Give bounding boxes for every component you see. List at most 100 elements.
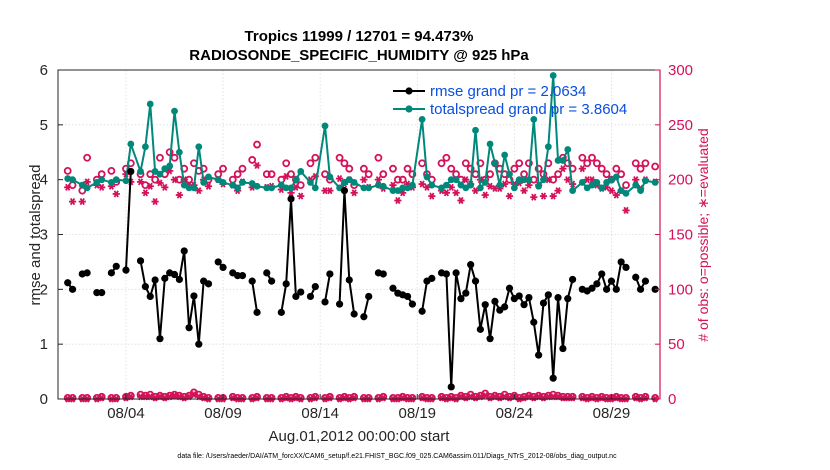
possible-point xyxy=(583,159,592,168)
x-tick-label: 08/04 xyxy=(107,405,145,422)
possible-point xyxy=(437,159,446,168)
y-right-tick-label: 100 xyxy=(668,281,693,298)
spread-point xyxy=(530,115,538,123)
possible-low-point xyxy=(617,394,626,402)
spread-point xyxy=(195,143,203,151)
evaluated-point xyxy=(350,189,358,197)
y-left-tick-label: 4 xyxy=(40,172,48,189)
spread-point xyxy=(598,184,606,192)
possible-point xyxy=(364,170,373,179)
data-file-footnote: data file: /Users/raeder/DAI/ATM_forcXX/… xyxy=(177,453,617,460)
rmse-point xyxy=(554,293,562,302)
evaluated-point xyxy=(462,176,470,184)
spread-point xyxy=(282,184,290,192)
rmse-point xyxy=(238,272,247,280)
possible-point xyxy=(442,153,451,162)
possible-low-point xyxy=(423,394,431,402)
possible-point xyxy=(447,164,456,173)
spread-point xyxy=(326,173,334,181)
evaluated-point xyxy=(360,176,368,184)
spread-point xyxy=(622,189,630,197)
rmse-line xyxy=(124,171,132,271)
rmse-point xyxy=(452,269,460,277)
rmse-point xyxy=(112,262,120,270)
spread-point xyxy=(112,176,120,184)
y-right-tick-label: 300 xyxy=(668,62,693,79)
y-axis-label-left: rmse and totalspread xyxy=(27,165,44,306)
rmse-point xyxy=(602,285,611,293)
possible-point xyxy=(398,175,407,184)
y-right-tick-label: 250 xyxy=(668,117,693,134)
rmse-point xyxy=(180,247,188,255)
evaluated-point xyxy=(195,187,203,195)
possible-low-point xyxy=(267,394,276,402)
possible-point xyxy=(578,153,587,162)
possible-low-point xyxy=(364,394,373,402)
rmse-point xyxy=(326,270,334,278)
evaluated-low-point xyxy=(326,394,334,402)
chart-title-line1: Tropics 11999 / 12701 = 94.473% xyxy=(245,28,474,45)
possible-point xyxy=(262,170,271,179)
evaluated-point xyxy=(578,165,586,173)
rmse-point xyxy=(442,270,450,278)
spread-point xyxy=(234,184,242,192)
possible-point xyxy=(534,164,543,173)
rmse-point xyxy=(486,335,494,343)
evaluated-low-point xyxy=(569,394,577,402)
possible-point xyxy=(641,159,650,168)
spread-point xyxy=(535,182,543,190)
evaluated-point xyxy=(175,191,183,199)
rmse-point xyxy=(292,292,300,301)
possible-point xyxy=(199,164,208,173)
spread-point xyxy=(520,176,528,184)
axes-ticks: 08/04 08/09 08/14 08/19 08/24 08/29 0 1 2 3 4 5 6 0 50… xyxy=(40,62,693,422)
evaluated-point xyxy=(68,198,77,206)
rmse-point xyxy=(389,284,397,292)
rmse-point xyxy=(151,276,159,284)
rmse-point xyxy=(632,273,640,281)
spread-point xyxy=(166,162,174,170)
spread-point xyxy=(578,179,586,186)
possible-point xyxy=(379,170,388,179)
rmse-point xyxy=(335,300,344,308)
possible-point xyxy=(306,159,315,168)
spread-point xyxy=(651,179,659,186)
evaluated-point xyxy=(326,187,334,195)
spread-point xyxy=(311,184,319,192)
spread-point xyxy=(593,179,601,186)
rmse-point xyxy=(107,269,116,277)
spread-point xyxy=(200,179,208,186)
legend-rmse-label: rmse grand pr = 2.0634 xyxy=(430,83,586,100)
rmse-point xyxy=(447,383,455,391)
possible-point xyxy=(636,164,645,173)
rmse-point xyxy=(98,289,106,297)
rmse-point xyxy=(457,295,465,303)
evaluated-point xyxy=(452,189,460,197)
spread-point xyxy=(486,140,494,148)
spread-point xyxy=(307,179,314,186)
spread-point xyxy=(239,179,246,186)
possible-point xyxy=(287,170,295,179)
evaluated-point xyxy=(98,183,106,191)
rmse-point xyxy=(379,270,387,278)
possible-point xyxy=(622,181,630,190)
evaluated-point xyxy=(253,161,261,169)
spread-point xyxy=(472,126,479,134)
evaluated-low-point xyxy=(311,394,319,402)
evaluated-point xyxy=(471,187,480,195)
possible-low-point xyxy=(78,394,87,402)
possible-point xyxy=(389,164,397,173)
rmse-point xyxy=(190,292,198,300)
x-tick-label: 08/29 xyxy=(593,405,631,422)
rmse-point xyxy=(136,257,145,265)
evaluated-low-point xyxy=(350,394,358,402)
legend: rmse grand pr = 2.0634 totalspread grand… xyxy=(393,83,627,118)
spread-point xyxy=(399,184,407,192)
rmse-point xyxy=(253,308,261,316)
spread-point xyxy=(559,157,567,164)
possible-low-point xyxy=(107,394,116,402)
evaluated-point xyxy=(335,175,344,183)
evaluated-point xyxy=(442,189,450,197)
spread-point xyxy=(554,157,562,164)
evaluated-point xyxy=(549,192,557,200)
